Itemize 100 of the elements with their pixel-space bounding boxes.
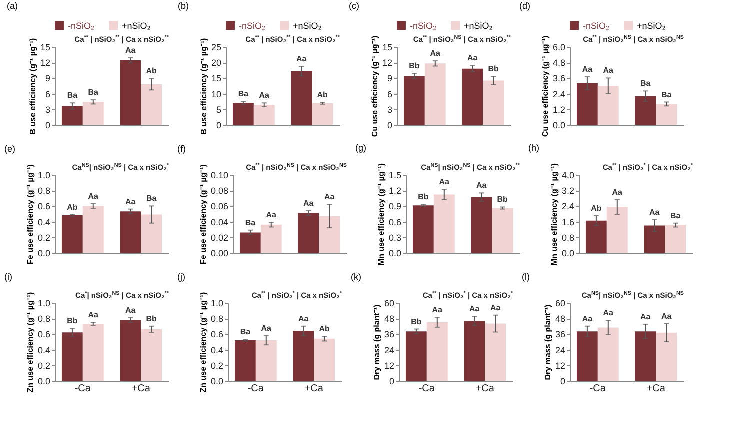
y-tick-label: 6	[387, 89, 392, 100]
x-tick-label: +Ca	[304, 384, 324, 394]
y-axis-title: Mn use efficiency (g⁻¹ µg⁻¹)	[376, 163, 386, 266]
y-tick-label: 12	[40, 58, 50, 68]
data-label: Bb	[418, 192, 429, 202]
data-label: Bb	[67, 316, 78, 326]
data-label: Bb	[409, 62, 420, 71]
data-label: Bb	[146, 314, 157, 324]
y-tick-label: 0.6	[38, 330, 50, 340]
y-tick-label: 0.8	[562, 232, 574, 243]
data-label: Ba	[640, 79, 652, 88]
y-tick-label: 0	[560, 376, 566, 386]
text: -nSiO₂	[239, 20, 266, 31]
y-tick-label: 0	[389, 376, 394, 386]
data-label: Aa	[467, 54, 478, 63]
y-tick-label: 0.02	[210, 232, 228, 243]
chart-title: (l)	[522, 272, 530, 282]
data-label: Bb	[497, 195, 508, 204]
data-label: Aa	[298, 314, 310, 324]
chart-title: (d)	[519, 1, 530, 11]
data-label: Aa	[476, 181, 488, 190]
y-tick-label: 0.3	[388, 232, 402, 243]
data-label: Aa	[261, 324, 272, 333]
legend-label: +nSiO₂	[464, 20, 494, 31]
data-label: Aa	[661, 312, 672, 321]
chart-title: (i)	[4, 272, 12, 282]
y-tick-label: 1.2	[388, 186, 402, 196]
y-tick-label: 0	[387, 120, 392, 130]
y-tick-label: 24	[384, 345, 394, 356]
text: -nSiO₂	[410, 20, 438, 31]
y-tick-label: 0.6	[38, 202, 50, 212]
y-tick-label: 15	[382, 42, 392, 52]
y-tick-label: 0.6	[210, 330, 224, 340]
y-axis-title: B use efficiency (g⁻¹ µg⁻¹)	[199, 38, 208, 135]
y-tick-label: 0.0	[562, 248, 574, 258]
data-label: Aa	[88, 310, 100, 320]
y-tick-label: 3.2	[562, 186, 574, 196]
y-tick-label: 0.8	[38, 186, 50, 196]
y-axis-title: Fe use efficiency (g⁻¹ µg⁻¹)	[198, 164, 208, 264]
y-tick-label: 1.6	[562, 217, 574, 228]
chart-title: (c)	[348, 1, 360, 11]
y-tick-label: 9	[387, 74, 392, 84]
y-tick-label: 0.04	[210, 217, 228, 228]
y-axis-title: Cu use efficiency (g⁻¹ µg⁻¹)	[370, 36, 380, 138]
y-tick-label: 1.0	[38, 298, 50, 308]
y-tick-label: 36	[384, 330, 394, 340]
y-axis-title: Dry mass (g plant⁻¹)	[543, 304, 552, 380]
y-tick-label: 0.2	[38, 360, 50, 371]
y-tick-label: 12	[382, 58, 392, 68]
data-label: Aa	[324, 192, 336, 202]
data-label: Ba	[240, 328, 252, 337]
y-tick-label: 0	[45, 120, 50, 130]
chart-title: (j)	[177, 272, 186, 282]
y-tick-label: 0.9	[388, 202, 402, 212]
data-label: Ab	[67, 202, 78, 212]
data-label: Aa	[649, 208, 660, 217]
chart-title: (a)	[6, 1, 18, 11]
legend-label: -nSiO₂	[68, 20, 96, 31]
data-label: Ba	[88, 88, 100, 98]
x-tick-label: -Ca	[590, 384, 606, 394]
data-label: Ab	[317, 90, 328, 100]
y-tick-label: 20	[211, 58, 222, 68]
y-tick-label: 0.10	[210, 170, 228, 180]
y-tick-label: 4.0	[562, 170, 574, 180]
x-tick-label: +Ca	[132, 384, 151, 394]
y-tick-label: 24	[555, 345, 566, 356]
y-axis-title: Cu use efficiency (g⁻¹ µg⁻¹)	[540, 36, 550, 138]
y-tick-label: 36	[555, 330, 566, 340]
legend-label: +nSiO₂	[293, 20, 322, 31]
y-tick-label: 12	[555, 360, 566, 371]
y-tick-label: 0.06	[210, 202, 228, 212]
x-tick-label: -Ca	[248, 384, 264, 394]
y-tick-label: 0.4	[38, 217, 50, 228]
data-label: Aa	[266, 210, 278, 220]
y-axis-title: B use efficiency (g⁻¹ µg⁻¹)	[28, 38, 38, 135]
data-label: Aa	[582, 64, 594, 74]
y-tick-label: 2.4	[552, 89, 566, 100]
data-label: Ab	[591, 204, 602, 213]
data-label: Aa	[439, 178, 450, 187]
data-label: Ab	[146, 66, 157, 76]
y-tick-label: 0.2	[38, 232, 50, 243]
data-label: Ba	[238, 90, 250, 99]
data-label: Ba	[670, 211, 682, 220]
y-tick-label: 0.0	[210, 376, 224, 386]
y-tick-label: 48	[384, 314, 394, 324]
data-label: Aa	[612, 188, 624, 197]
y-tick-label: 0.4	[38, 345, 50, 356]
y-axis-title: Zn use efficiency (g⁻¹ µg⁻¹)	[26, 292, 35, 393]
data-label: Aa	[603, 308, 614, 318]
y-tick-label: 0.8	[38, 314, 50, 324]
legend-label: +nSiO₂	[637, 20, 666, 31]
y-tick-label: 48	[555, 314, 566, 324]
y-tick-label: 0.4	[210, 345, 224, 356]
y-axis-title: Mn use efficiency (g⁻¹ µg⁻¹)	[550, 163, 559, 266]
y-tick-label: 6.0	[552, 42, 566, 52]
chart-title: (b)	[178, 1, 189, 11]
chart-title: (f)	[177, 144, 186, 154]
data-label: Aa	[582, 314, 594, 324]
data-label: Aa	[125, 197, 136, 206]
y-tick-label: 0.0	[552, 120, 566, 130]
